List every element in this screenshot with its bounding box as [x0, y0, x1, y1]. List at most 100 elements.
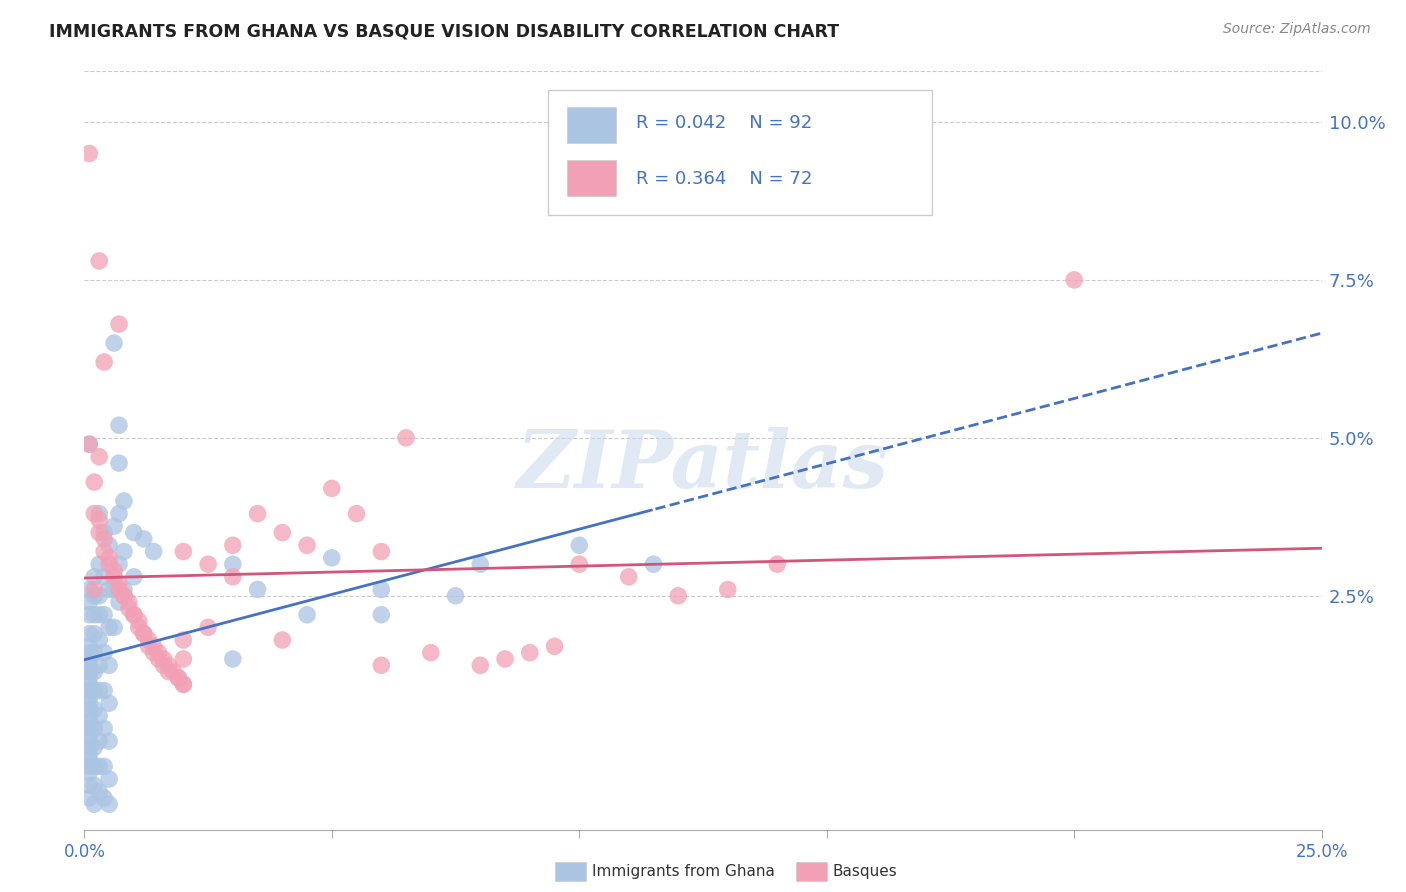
- Point: [79, 740, 101, 755]
- Point: [568, 557, 591, 572]
- Point: [717, 582, 740, 597]
- Point: [79, 677, 101, 691]
- Point: [108, 576, 131, 591]
- Point: [167, 671, 190, 685]
- Point: [112, 582, 135, 597]
- Point: [83, 665, 105, 679]
- Point: [132, 626, 155, 640]
- Point: [138, 640, 160, 654]
- Point: [142, 544, 165, 558]
- Point: [108, 582, 131, 597]
- Point: [112, 544, 135, 558]
- Point: [122, 607, 145, 622]
- Point: [370, 658, 392, 673]
- Point: [79, 722, 101, 736]
- Point: [108, 317, 131, 331]
- Point: [142, 646, 165, 660]
- Point: [172, 677, 194, 691]
- Point: [89, 683, 111, 698]
- Point: [83, 702, 105, 716]
- Point: [138, 633, 160, 648]
- Point: [79, 753, 101, 767]
- Point: [643, 557, 665, 572]
- Point: [98, 557, 121, 572]
- Point: [617, 570, 640, 584]
- Point: [79, 671, 101, 685]
- Point: [83, 683, 105, 698]
- Point: [98, 772, 121, 786]
- Point: [108, 557, 131, 572]
- Point: [93, 607, 115, 622]
- Point: [83, 646, 105, 660]
- Point: [103, 570, 125, 584]
- Point: [346, 507, 368, 521]
- Point: [83, 570, 105, 584]
- Point: [79, 728, 101, 742]
- Point: [79, 146, 101, 161]
- Point: [222, 557, 245, 572]
- Text: ZIPatlas: ZIPatlas: [517, 427, 889, 504]
- Point: [494, 652, 516, 666]
- Point: [122, 607, 145, 622]
- Point: [118, 601, 141, 615]
- Point: [79, 646, 101, 660]
- Point: [470, 557, 492, 572]
- Text: Basques: Basques: [832, 864, 897, 879]
- Point: [98, 797, 121, 812]
- Point: [103, 564, 125, 578]
- Point: [157, 665, 180, 679]
- Point: [89, 708, 111, 723]
- Point: [83, 740, 105, 755]
- Point: [108, 418, 131, 433]
- Point: [246, 507, 269, 521]
- Point: [83, 778, 105, 792]
- Point: [79, 640, 101, 654]
- Point: [112, 589, 135, 603]
- Point: [83, 626, 105, 640]
- Point: [118, 595, 141, 609]
- Point: [89, 633, 111, 648]
- Point: [568, 538, 591, 552]
- Point: [93, 646, 115, 660]
- Point: [271, 633, 294, 648]
- Point: [766, 557, 789, 572]
- Point: [79, 715, 101, 730]
- Point: [83, 582, 105, 597]
- Point: [128, 620, 150, 634]
- Point: [197, 620, 219, 634]
- FancyBboxPatch shape: [567, 107, 616, 144]
- Point: [395, 431, 418, 445]
- Point: [89, 785, 111, 799]
- Point: [79, 437, 101, 451]
- Point: [89, 607, 111, 622]
- Point: [89, 525, 111, 540]
- Point: [79, 759, 101, 773]
- Point: [79, 626, 101, 640]
- Point: [152, 658, 174, 673]
- Point: [89, 513, 111, 527]
- Point: [83, 507, 105, 521]
- Point: [98, 538, 121, 552]
- Point: [79, 683, 101, 698]
- Point: [98, 734, 121, 748]
- Text: IMMIGRANTS FROM GHANA VS BASQUE VISION DISABILITY CORRELATION CHART: IMMIGRANTS FROM GHANA VS BASQUE VISION D…: [49, 22, 839, 40]
- Point: [132, 532, 155, 546]
- Point: [79, 665, 101, 679]
- Point: [93, 532, 115, 546]
- Point: [197, 557, 219, 572]
- Point: [83, 475, 105, 489]
- Point: [98, 658, 121, 673]
- Point: [103, 582, 125, 597]
- Point: [83, 797, 105, 812]
- Text: R = 0.364    N = 72: R = 0.364 N = 72: [636, 170, 813, 188]
- Point: [142, 640, 165, 654]
- Text: Source: ZipAtlas.com: Source: ZipAtlas.com: [1223, 22, 1371, 37]
- Point: [79, 702, 101, 716]
- Point: [172, 633, 194, 648]
- Point: [98, 696, 121, 710]
- Point: [89, 658, 111, 673]
- Point: [103, 620, 125, 634]
- Point: [98, 582, 121, 597]
- Point: [103, 519, 125, 533]
- Point: [89, 589, 111, 603]
